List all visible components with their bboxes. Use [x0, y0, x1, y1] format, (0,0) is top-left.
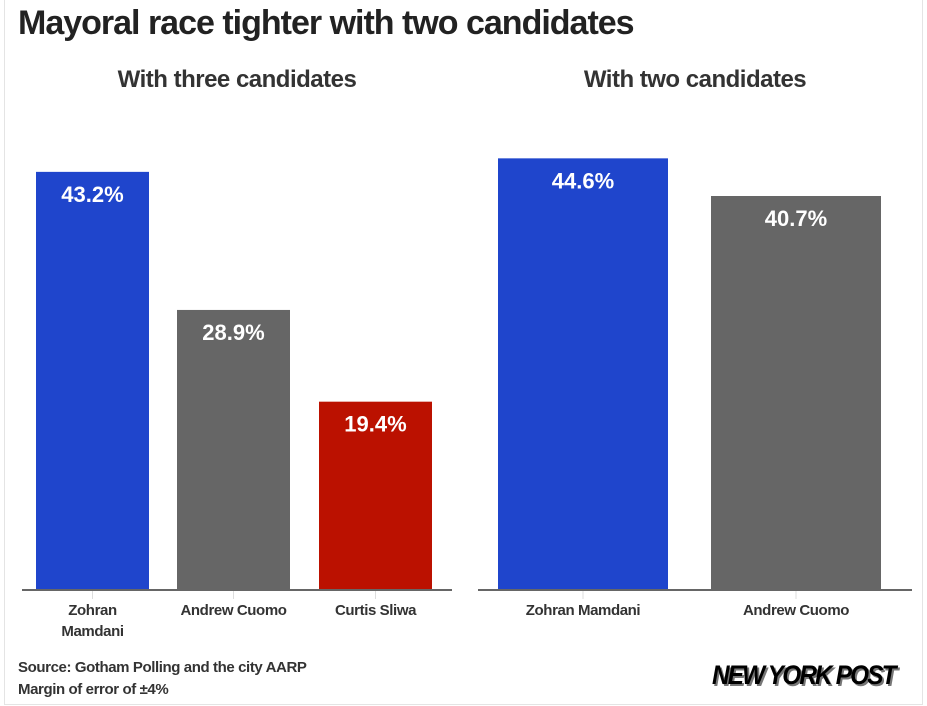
data-label: 40.7% — [765, 206, 827, 231]
category-label: Curtis Sliwa — [335, 602, 417, 619]
source-note: Source: Gotham Polling and the city AARP — [18, 659, 307, 676]
category-label: Zohran Mamdani — [526, 602, 641, 619]
right-chart-title: With two candidates — [583, 66, 807, 93]
chart-frame — [4, 0, 923, 705]
bar — [711, 196, 881, 589]
margin-note: Margin of error of ±4% — [18, 681, 169, 698]
bar — [36, 171, 149, 590]
data-label: 43.2% — [61, 182, 123, 207]
bar — [498, 158, 668, 589]
bar — [177, 309, 290, 589]
category-label: Mamdani — [61, 623, 123, 640]
data-label: 19.4% — [344, 412, 406, 437]
left-chart-title: With three candidates — [117, 66, 357, 93]
category-label: Andrew Cuomo — [180, 602, 286, 619]
category-label: Zohran — [68, 602, 117, 619]
data-label: 44.6% — [552, 168, 614, 193]
data-label: 28.9% — [202, 320, 264, 345]
chart-title: Mayoral race tighter with two candidates — [18, 4, 635, 42]
category-label: Andrew Cuomo — [743, 602, 849, 619]
new-york-post-logo: NEW YORK POST — [712, 660, 897, 690]
bar — [319, 401, 432, 589]
